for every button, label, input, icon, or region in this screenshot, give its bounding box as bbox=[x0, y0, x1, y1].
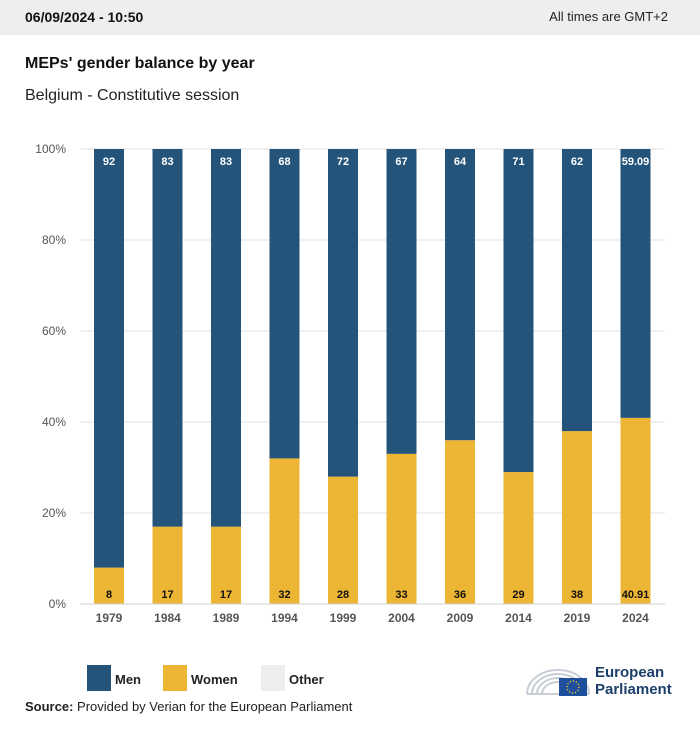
bar-women bbox=[269, 458, 300, 604]
parliament-hemicycle-icon bbox=[526, 669, 590, 696]
data-label-men: 72 bbox=[337, 156, 349, 168]
data-label-men: 71 bbox=[512, 156, 524, 168]
data-label-men: 64 bbox=[454, 156, 467, 168]
european-parliament-logo: European Parliament bbox=[525, 660, 685, 700]
chart-subtitle: Belgium - Constitutive session bbox=[25, 87, 240, 104]
data-label-women: 32 bbox=[278, 589, 290, 601]
y-tick-label: 100% bbox=[35, 142, 66, 156]
bar-women bbox=[386, 453, 417, 604]
data-label-women: 8 bbox=[106, 589, 112, 601]
legend-label-women: Women bbox=[191, 672, 238, 687]
bar-men bbox=[562, 149, 592, 432]
y-tick-label: 20% bbox=[42, 506, 66, 520]
y-tick-label: 80% bbox=[42, 233, 66, 247]
bar-women bbox=[503, 472, 534, 604]
data-label-women: 17 bbox=[161, 589, 173, 601]
data-label-men: 83 bbox=[220, 156, 232, 168]
data-label-women: 40.91 bbox=[622, 589, 650, 601]
data-label-men: 67 bbox=[395, 156, 407, 168]
data-label-men: 92 bbox=[103, 156, 115, 168]
bar-men bbox=[94, 149, 124, 568]
bar-women bbox=[620, 417, 651, 604]
legend-label-men: Men bbox=[115, 672, 141, 687]
data-label-men: 68 bbox=[278, 156, 290, 168]
data-label-women: 38 bbox=[571, 589, 583, 601]
x-tick-label: 2024 bbox=[622, 611, 649, 625]
data-label-women: 29 bbox=[512, 589, 524, 601]
timezone-note: All times are GMT+2 bbox=[549, 9, 668, 24]
bar-men bbox=[269, 149, 300, 459]
legend-label-other: Other bbox=[289, 672, 324, 687]
source-text: Provided by Verian for the European Parl… bbox=[77, 699, 353, 714]
legend-swatch-women bbox=[163, 665, 187, 691]
top-bar: 06/09/2024 - 10:50 All times are GMT+2 bbox=[0, 0, 700, 35]
bar-women bbox=[445, 440, 475, 604]
x-tick-label: 2014 bbox=[505, 611, 532, 625]
bar-men bbox=[386, 149, 417, 454]
y-tick-label: 40% bbox=[42, 415, 66, 429]
legend-swatch-other bbox=[261, 665, 285, 691]
x-tick-label: 2019 bbox=[564, 611, 591, 625]
x-tick-label: 1989 bbox=[213, 611, 240, 625]
source-label: Source: bbox=[25, 699, 74, 714]
bar-men bbox=[152, 149, 183, 527]
legend-swatch-men bbox=[87, 665, 111, 691]
x-tick-label: 1984 bbox=[154, 611, 181, 625]
bar-women bbox=[152, 526, 183, 604]
bar-men bbox=[445, 149, 475, 441]
chart-title: MEPs' gender balance by year bbox=[25, 55, 255, 72]
y-tick-label: 60% bbox=[42, 324, 66, 338]
data-label-men: 62 bbox=[571, 156, 583, 168]
y-tick-label: 0% bbox=[49, 597, 67, 611]
bar-women bbox=[211, 526, 241, 604]
source-note: Source: Provided by Verian for the Europ… bbox=[25, 699, 352, 714]
data-label-women: 33 bbox=[395, 589, 407, 601]
stacked-bar-chart: 0% 20% 40% 60% 80% 100% 92 8 1979 83 17 1984 83 17 198… bbox=[35, 142, 665, 625]
logo-text-line1: European bbox=[595, 664, 665, 681]
bar-men bbox=[328, 149, 358, 477]
x-tick-label: 1994 bbox=[271, 611, 298, 625]
x-tick-label: 2009 bbox=[447, 611, 474, 625]
data-label-men: 59.09 bbox=[622, 156, 650, 168]
x-tick-label: 1999 bbox=[330, 611, 357, 625]
x-tick-label: 2004 bbox=[388, 611, 415, 625]
data-label-women: 17 bbox=[220, 589, 232, 601]
date-time: 06/09/2024 - 10:50 bbox=[25, 9, 144, 25]
logo-text-line2: Parliament bbox=[595, 681, 672, 698]
data-label-men: 83 bbox=[161, 156, 173, 168]
bar-men bbox=[211, 149, 241, 527]
x-tick-label: 1979 bbox=[96, 611, 123, 625]
bar-women bbox=[562, 431, 592, 604]
bar-women bbox=[94, 567, 124, 604]
data-label-women: 28 bbox=[337, 589, 349, 601]
bar-women bbox=[328, 476, 358, 604]
bar-men bbox=[620, 149, 651, 418]
data-label-women: 36 bbox=[454, 589, 466, 601]
bar-men bbox=[503, 149, 534, 473]
